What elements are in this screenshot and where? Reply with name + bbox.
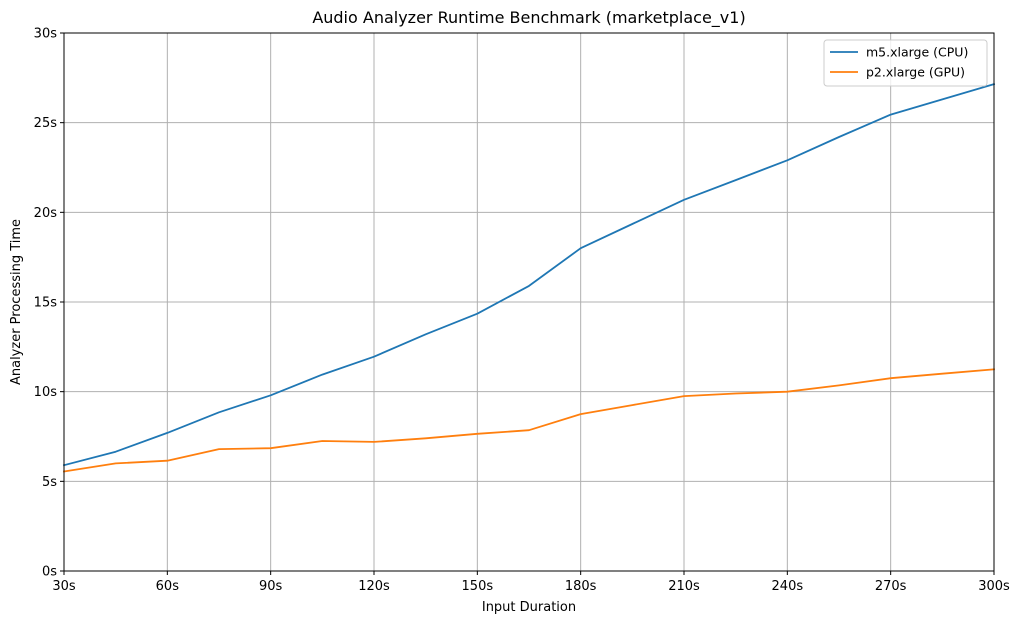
chart-title: Audio Analyzer Runtime Benchmark (market… [312, 8, 745, 28]
y-tick-label: 20s [34, 206, 58, 221]
legend-label: m5.xlarge (CPU) [866, 45, 968, 60]
x-tick-label: 90s [259, 579, 283, 594]
series-lines [62, 82, 996, 473]
y-tick-label: 25s [34, 116, 58, 131]
x-tick-label: 30s [52, 579, 76, 594]
x-tick-label: 60s [156, 579, 180, 594]
y-tick-label: 0s [42, 565, 57, 580]
x-tick-label: 180s [565, 579, 597, 594]
y-tick-label: 10s [34, 385, 58, 400]
y-axis-label: Analyzer Processing Time [9, 219, 24, 385]
y-tick-label: 30s [34, 27, 58, 42]
x-tick-label: 240s [772, 579, 804, 594]
x-tick-label: 150s [462, 579, 494, 594]
series-line-2 [62, 368, 995, 473]
axis-ticks: 30s 60s 90s 120s 150s 180s 210s 240s 270s 300s 0s 5… [34, 27, 1010, 595]
series-line-1 [62, 82, 996, 467]
legend-box [823, 39, 988, 87]
legend-label: p2.xlarge (GPU) [866, 65, 965, 80]
x-tick-label: 270s [875, 579, 907, 594]
y-tick-label: 5s [42, 475, 57, 490]
x-tick-label: 120s [358, 579, 390, 594]
y-tick-label: 15s [34, 296, 58, 311]
legend: m5.xlarge (CPU) p2.xlarge (GPU) [823, 39, 988, 87]
x-tick-label: 210s [668, 579, 700, 594]
x-tick-label: 300s [978, 579, 1010, 594]
x-axis-label: Input Duration [482, 600, 576, 615]
